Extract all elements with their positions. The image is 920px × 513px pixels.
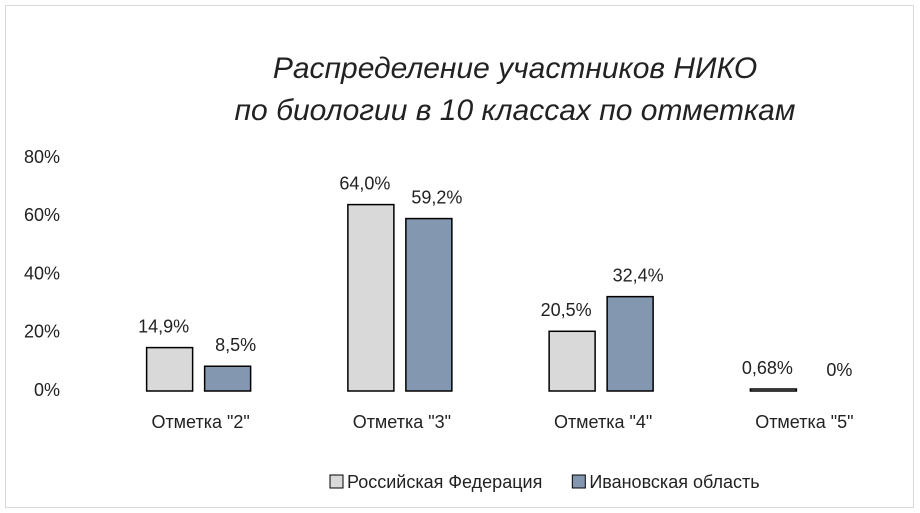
chart-title: Распределение участников НИКО — [273, 52, 757, 85]
y-tick-label: 80% — [24, 147, 60, 167]
value-label: 64,0% — [339, 173, 390, 193]
x-tick-label: Отметка "3" — [353, 412, 451, 432]
value-label: 32,4% — [613, 265, 664, 285]
y-tick-label: 40% — [24, 263, 60, 283]
value-label: 0% — [826, 360, 852, 380]
legend-label: Российская Федерация — [347, 472, 542, 492]
y-tick-label: 0% — [34, 380, 60, 400]
bar — [548, 330, 596, 392]
y-tick-label: 20% — [24, 322, 60, 342]
chart-title: по биологии в 10 классах по отметкам — [235, 94, 796, 127]
x-tick-label: Отметка "4" — [554, 412, 652, 432]
bar — [606, 295, 654, 392]
x-tick-label: Отметка "2" — [151, 412, 249, 432]
bar — [145, 346, 194, 392]
bar — [347, 203, 395, 392]
bar — [203, 365, 252, 392]
value-label: 20,5% — [541, 300, 592, 320]
y-tick-label: 60% — [24, 205, 60, 225]
value-label: 14,9% — [138, 316, 189, 336]
legend-swatch — [329, 474, 344, 489]
value-label: 8,5% — [215, 335, 256, 355]
x-tick-label: Отметка "5" — [755, 412, 853, 432]
legend-label: Ивановская область — [589, 472, 759, 492]
chart-frame — [5, 5, 914, 508]
bar — [405, 217, 453, 392]
value-label: 59,2% — [411, 187, 462, 207]
legend-swatch — [571, 474, 586, 489]
value-label: 0,68% — [742, 358, 793, 378]
bar — [749, 388, 798, 392]
